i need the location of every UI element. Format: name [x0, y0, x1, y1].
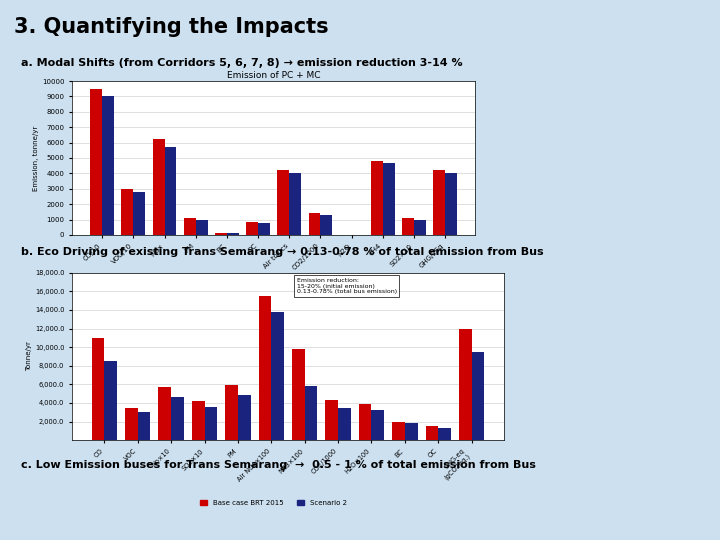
Bar	[158, 387, 171, 440]
Bar	[164, 147, 176, 235]
Bar	[102, 97, 114, 235]
Bar	[225, 385, 238, 440]
Text: c. Low Emission buses for Trans Semarang  →  0.5 - 1 % of total emission from Bu: c. Low Emission buses for Trans Semarang…	[22, 461, 536, 470]
Bar	[104, 361, 117, 440]
Bar	[122, 189, 133, 235]
Bar	[204, 407, 217, 440]
Bar	[227, 233, 239, 235]
Bar	[371, 161, 383, 235]
Bar	[472, 352, 485, 440]
Bar	[392, 422, 405, 440]
Bar	[308, 213, 320, 235]
Bar	[433, 170, 445, 235]
Bar	[277, 170, 289, 235]
Text: a. Modal Shifts (from Corridors 5, 6, 7, 8) → emission reduction 3-14 %: a. Modal Shifts (from Corridors 5, 6, 7,…	[22, 58, 463, 69]
Y-axis label: Tonne/yr: Tonne/yr	[26, 341, 32, 372]
Bar	[338, 408, 351, 440]
Text: 3. Quantifying the Impacts: 3. Quantifying the Impacts	[14, 17, 329, 37]
Bar	[171, 397, 184, 440]
Bar	[402, 218, 414, 235]
Bar	[292, 349, 305, 440]
Bar	[383, 163, 395, 235]
Bar	[426, 426, 438, 440]
Bar	[320, 215, 332, 235]
Y-axis label: Emission, tonne/yr: Emission, tonne/yr	[33, 125, 39, 191]
Bar	[271, 312, 284, 440]
Bar	[405, 423, 418, 440]
Bar	[91, 338, 104, 440]
Bar	[359, 404, 372, 440]
Bar	[125, 408, 138, 440]
Bar	[414, 220, 426, 235]
Bar	[238, 395, 251, 440]
Bar	[258, 224, 270, 235]
Bar	[258, 296, 271, 440]
Bar	[133, 192, 145, 235]
Bar	[246, 222, 258, 235]
Text: b. Eco Driving of existing Trans Semarang → 0.13-0.78 % of total emission from B: b. Eco Driving of existing Trans Semaran…	[22, 247, 544, 258]
Bar	[438, 428, 451, 440]
Bar	[138, 412, 150, 440]
Bar	[90, 89, 102, 235]
Text: Emission reduction:
15-20% (initial emission)
0.13-0.78% (total bus emission): Emission reduction: 15-20% (initial emis…	[297, 278, 397, 294]
Bar	[215, 233, 227, 235]
Bar	[305, 386, 318, 440]
Title: Emission of PC + MC: Emission of PC + MC	[227, 71, 320, 80]
Bar	[153, 139, 164, 235]
Bar	[445, 173, 457, 235]
Bar	[459, 328, 472, 440]
Bar	[196, 220, 207, 235]
Bar	[289, 173, 301, 235]
Bar	[325, 400, 338, 440]
Bar	[372, 410, 384, 440]
Legend: Base case 2015, Scenario 1: Base case 2015, Scenario 1	[335, 297, 472, 308]
Bar	[192, 401, 204, 440]
Legend: Base case BRT 2015, Scenario 2: Base case BRT 2015, Scenario 2	[197, 497, 349, 509]
Bar	[184, 218, 196, 235]
